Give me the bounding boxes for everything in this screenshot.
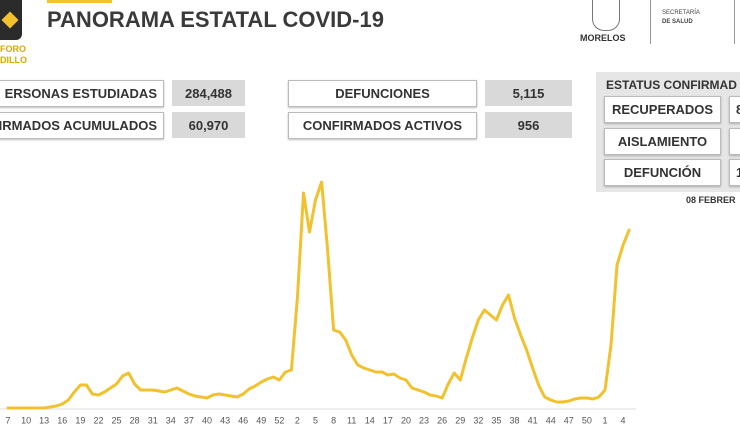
stat-label-text: ERSONAS ESTUDIADAS: [4, 86, 157, 101]
x-tick-label: 37: [184, 415, 194, 425]
stat-value: 60,970: [172, 112, 245, 138]
state-shield: [592, 0, 620, 31]
data-line: [6, 180, 631, 410]
secretaria-line: DE SALUD: [662, 19, 693, 25]
accent-bar: [47, 0, 112, 3]
x-tick-label: 31: [148, 415, 158, 425]
x-tick-label: 25: [112, 415, 122, 425]
x-tick-label: 13: [39, 415, 49, 425]
status-value-box: [729, 128, 740, 155]
x-tick-label: 14: [365, 415, 375, 425]
x-tick-label: 49: [256, 415, 266, 425]
date: 08 FEBRER: [686, 195, 736, 205]
state-name: MORELOS: [580, 33, 626, 43]
x-tick-label: 35: [491, 415, 501, 425]
x-tick-label: 52: [274, 415, 284, 425]
x-tick-label: 32: [473, 415, 483, 425]
divider: [734, 0, 735, 44]
x-tick-label: 40: [202, 415, 212, 425]
x-tick-label: 44: [546, 415, 556, 425]
stat-value: 5,115: [485, 80, 572, 106]
x-tick-label: 23: [419, 415, 429, 425]
x-tick-label: 7: [5, 415, 10, 425]
x-tick-label: 28: [130, 415, 140, 425]
secretaria: SECRETARÍA DE SALUD: [662, 9, 700, 27]
x-tick-label: 46: [238, 415, 248, 425]
x-tick-label: 16: [57, 415, 67, 425]
x-tick-label: 26: [437, 415, 447, 425]
x-tick-label: 17: [383, 415, 393, 425]
x-tick-label: 8: [331, 415, 336, 425]
logo-text: FORO DILLO: [0, 44, 27, 66]
x-tick-label: 10: [21, 415, 31, 425]
x-tick-label: 50: [582, 415, 592, 425]
x-tick-label: 41: [528, 415, 538, 425]
x-tick-label: 11: [347, 415, 356, 425]
x-tick-label: 29: [455, 415, 465, 425]
status-label: RECUPERADOS: [604, 96, 721, 123]
x-tick-label: 19: [75, 415, 85, 425]
x-tick-label: 20: [401, 415, 411, 425]
logo-line: DILLO: [0, 55, 27, 65]
x-tick-label: 4: [621, 415, 626, 425]
x-tick-label: 5: [313, 415, 318, 425]
divider: [650, 0, 651, 44]
stat-value: 284,488: [172, 80, 245, 106]
x-tick-label: 47: [564, 415, 574, 425]
status-value: 8: [729, 96, 740, 123]
status-title: ESTATUS CONFIRMAD: [606, 78, 737, 92]
status-label: DEFUNCIÓN: [604, 159, 721, 186]
status-label: AISLAMIENTO: [604, 128, 721, 155]
stat-label: NFIRMADOS ACUMULADOS: [0, 112, 164, 139]
stat-value: 956: [485, 112, 572, 138]
stat-label: ERSONAS ESTUDIADAS: [0, 80, 164, 107]
logo-line: FORO: [0, 44, 26, 54]
logo-badge: [0, 0, 22, 40]
status-value: 1: [729, 159, 740, 186]
stat-label-text: NFIRMADOS ACUMULADOS: [0, 118, 157, 133]
x-tick-label: 43: [220, 415, 230, 425]
x-tick-label: 34: [166, 415, 176, 425]
title: PANORAMA ESTATAL COVID-19: [47, 7, 384, 32]
x-tick-label: 2: [295, 415, 300, 425]
x-tick-label: 1: [602, 415, 607, 425]
x-tick-label: 22: [93, 415, 103, 425]
stat-label: DEFUNCIONES: [288, 80, 477, 107]
stat-label: CONFIRMADOS ACTIVOS: [288, 112, 477, 139]
x-tick-label: 38: [510, 415, 520, 425]
secretaria-line: SECRETARÍA: [662, 10, 700, 16]
